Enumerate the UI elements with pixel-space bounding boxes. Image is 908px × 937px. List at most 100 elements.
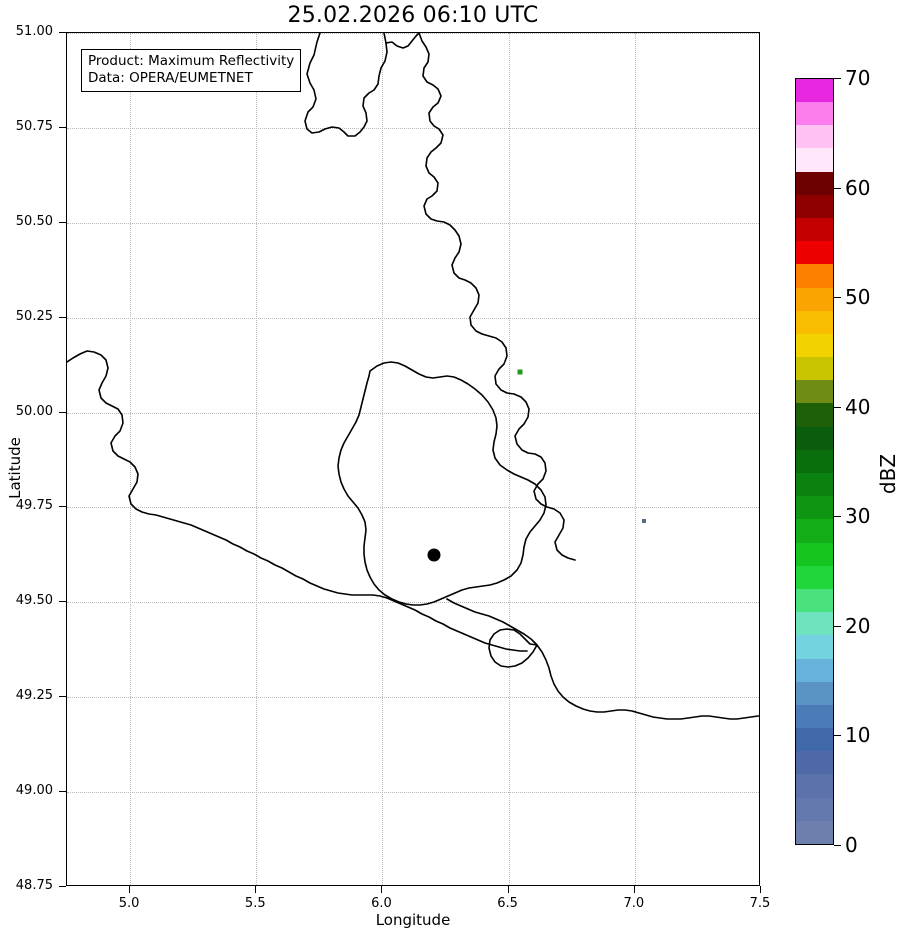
colorbar-band [796, 333, 833, 358]
colorbar-band [796, 241, 833, 265]
y-tick-label: 49.00 [15, 783, 53, 799]
y-tick-mark [59, 32, 66, 33]
colorbar-band [796, 797, 833, 821]
colorbar-label: dBZ [876, 453, 900, 495]
colorbar[interactable] [795, 78, 834, 845]
x-tick-label: 7.5 [749, 896, 771, 911]
colorbar-tick-mark [834, 187, 841, 189]
colorbar-band [796, 287, 833, 311]
x-tick-label: 6.5 [497, 896, 518, 911]
colorbar-band [796, 820, 833, 844]
x-tick-mark [507, 886, 509, 893]
x-tick-label: 5.0 [118, 896, 140, 911]
colorbar-tick-label: 30 [845, 504, 871, 529]
gridline-horizontal [67, 697, 759, 699]
colorbar-band [796, 403, 833, 427]
colorbar-tick-mark [834, 297, 841, 299]
colorbar-band [796, 426, 833, 450]
y-axis-label: Latitude [6, 437, 24, 499]
colorbar-band [796, 473, 833, 497]
x-tick-label: 6.0 [371, 896, 392, 911]
colorbar-tick-label: 0 [845, 833, 858, 857]
y-tick-label: 51.00 [15, 24, 53, 39]
echo-pixel-green [517, 369, 523, 375]
colorbar-band [796, 681, 833, 705]
country-borders [67, 33, 759, 720]
border-path-west [67, 350, 528, 652]
colorbar-band [796, 519, 833, 543]
colorbar-band [796, 310, 833, 334]
colorbar-band [796, 728, 833, 752]
x-axis-label: Longitude [375, 911, 451, 929]
gridline-horizontal [67, 602, 759, 604]
y-tick-mark [59, 316, 66, 318]
colorbar-tick-mark [834, 845, 841, 846]
colorbar-band [796, 264, 833, 288]
gridline-horizontal [67, 792, 759, 794]
y-tick-mark [59, 696, 66, 698]
border-path-ne [385, 33, 420, 49]
y-tick-mark [59, 221, 66, 223]
colorbar-band [796, 102, 833, 126]
colorbar-band [796, 78, 833, 102]
y-tick-mark [59, 506, 66, 508]
y-tick-label: 50.25 [15, 308, 53, 324]
y-tick-mark [59, 791, 66, 793]
colorbar-tick-label: 50 [845, 285, 871, 310]
colorbar-band [796, 612, 833, 636]
gridline-horizontal [67, 222, 759, 224]
border-path-south [446, 598, 759, 720]
info-product-line: Product: Maximum Reflectivity [88, 53, 295, 69]
border-path-luxembourg [337, 361, 547, 606]
colorbar-band [796, 542, 833, 566]
colorbar-tick-label: 70 [845, 66, 871, 90]
colorbar-band [796, 658, 833, 682]
colorbar-band [796, 148, 833, 172]
y-tick-mark [59, 601, 66, 603]
gridline-vertical [256, 33, 258, 885]
colorbar-band [796, 449, 833, 473]
y-tick-mark [59, 886, 66, 887]
colorbar-band [796, 217, 833, 242]
gridline-horizontal [67, 127, 759, 129]
y-tick-mark [59, 411, 66, 413]
border-path-south-spur [488, 628, 538, 668]
gridline-horizontal [67, 507, 759, 509]
colorbar-band [796, 774, 833, 798]
y-tick-label: 50.75 [15, 118, 53, 134]
colorbar-band [796, 635, 833, 659]
x-tick-mark [633, 886, 635, 893]
colorbar-tick-mark [834, 78, 841, 79]
x-tick-mark [381, 886, 383, 893]
page-title: 25.02.2026 06:10 UTC [287, 3, 539, 28]
gridline-vertical [382, 33, 384, 885]
colorbar-band [796, 194, 833, 218]
colorbar-band [796, 704, 833, 729]
colorbar-tick-mark [834, 516, 841, 518]
y-tick-label: 50.50 [15, 213, 53, 229]
colorbar-band [796, 380, 833, 404]
border-path-de-nl [418, 33, 576, 561]
gridline-vertical [130, 33, 132, 885]
colorbar-band [796, 125, 833, 149]
radar-site-marker[interactable] [427, 548, 441, 561]
x-tick-label: 7.0 [623, 896, 645, 911]
colorbar-tick-mark [834, 735, 841, 737]
info-data-line: Data: OPERA/EUMETNET [88, 70, 253, 86]
colorbar-tick-label: 40 [845, 394, 871, 419]
colorbar-tick-label: 60 [845, 175, 871, 200]
y-tick-label: 49.75 [15, 498, 53, 514]
colorbar-tick-label: 10 [845, 723, 871, 748]
y-tick-label: 49.25 [15, 688, 53, 704]
y-tick-label: 48.75 [15, 878, 53, 893]
colorbar-band [796, 565, 833, 589]
radar-map-plot[interactable]: Product: Maximum Reflectivity Data: OPER… [66, 32, 760, 886]
colorbar-tick-mark [834, 625, 841, 627]
gridline-horizontal [67, 412, 759, 414]
colorbar-tick-label: 20 [845, 613, 871, 638]
gridline-vertical [634, 33, 636, 885]
colorbar-band [796, 496, 833, 520]
echo-pixel-blue [642, 518, 647, 523]
x-tick-mark [255, 886, 257, 893]
y-tick-label: 50.00 [15, 403, 53, 419]
